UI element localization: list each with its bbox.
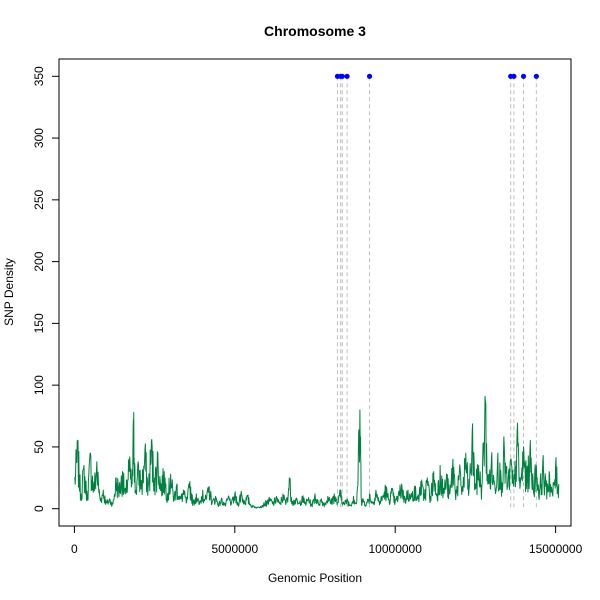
y-tick-label: 0 [32,505,46,512]
x-tick-label: 5000000 [211,542,258,556]
snp-marker-point [339,73,345,79]
marker-guide-lines [336,76,537,509]
x-axis: 0 5000000 10000000 15000000 [71,525,583,556]
chart-title: Chromosome 3 [264,23,366,39]
y-tick-label: 100 [32,375,46,395]
y-tick-label: 350 [32,66,46,86]
snp-marker-point [511,73,517,79]
x-tick-label: 0 [71,542,78,556]
x-axis-title: Genomic Position [268,571,362,585]
y-tick-label: 50 [32,440,46,454]
x-tick-label: 10000000 [369,542,423,556]
x-tick-label: 15000000 [529,542,583,556]
snp-marker-point [520,73,527,79]
snp-markers [334,73,539,79]
y-axis: 0 50 100 150 200 250 300 350 [32,66,60,512]
y-tick-label: 150 [32,313,46,333]
snp-marker-point [344,73,350,79]
snp-density-line [74,395,560,509]
y-tick-label: 200 [32,251,46,271]
snp-marker-point [366,73,373,79]
y-tick-label: 300 [32,128,46,148]
y-axis-title: SNP Density [2,258,16,326]
y-tick-label: 250 [32,190,46,210]
snp-marker-point [533,73,539,79]
